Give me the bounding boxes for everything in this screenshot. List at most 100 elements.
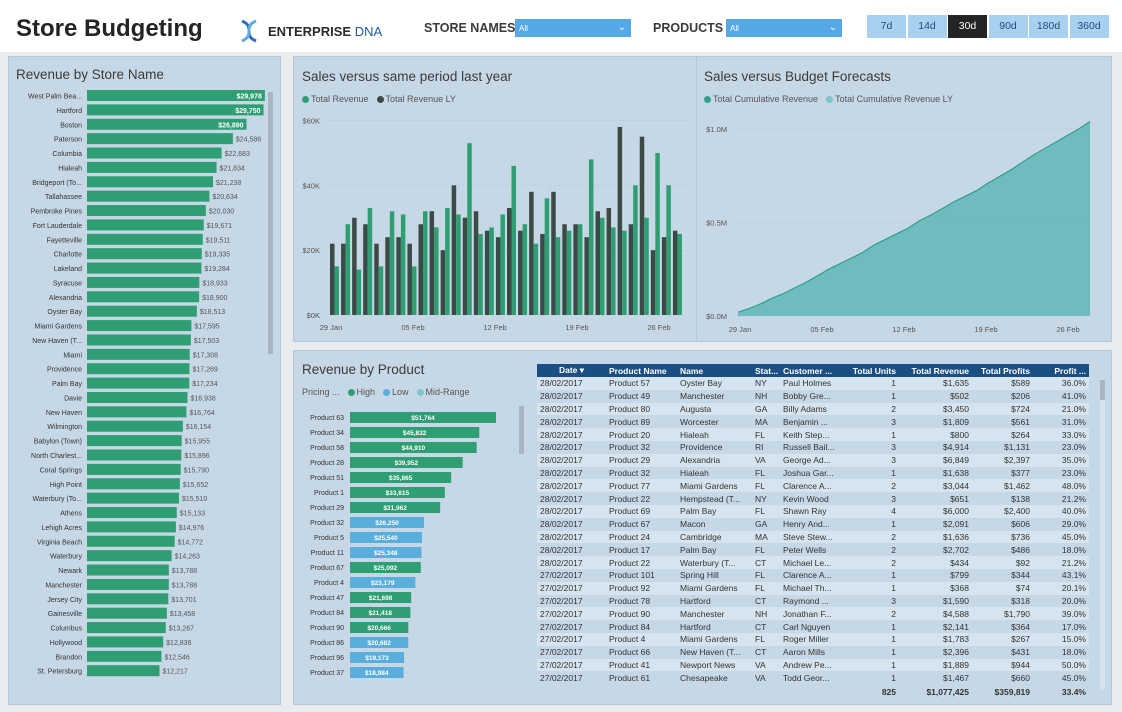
table-cell: $1,790 [1004, 608, 1030, 619]
period-button-7d[interactable]: 7d [867, 15, 906, 38]
column-header[interactable]: Total Profits [972, 364, 1033, 377]
column-header[interactable]: Profit ... [1033, 364, 1089, 377]
product-bar-value: $20,666 [367, 625, 391, 632]
product-bar-label: Product 90 [310, 625, 344, 632]
table-row[interactable]: 27/02/2017 Product 90 Manchester NH Jonathan… [537, 607, 1089, 621]
legend-item-cumulative-ly: Total Cumulative Revenue LY [826, 94, 953, 104]
table-row[interactable]: 27/02/2017 Product 92 Miami Gardens FL Micha… [537, 581, 1089, 595]
table-cell: $4,914 [943, 442, 969, 453]
store-bar-value: $29,978 [237, 94, 262, 101]
table-cell: 35.0% [1061, 455, 1086, 466]
table-cell: 27/02/2017 [540, 608, 583, 619]
product-bar-label: Product 67 [310, 565, 344, 572]
table-row[interactable]: 28/02/2017 Product 22 Hempstead (T... NY Kev… [537, 492, 1089, 505]
table-cell: $724 [1011, 403, 1030, 414]
column-header[interactable]: Stat... [752, 364, 780, 377]
sales-bar-revenue [400, 214, 406, 315]
table-cell: 27/02/2017 [540, 634, 583, 645]
store-bar [87, 363, 190, 375]
sales-bar-revenue [677, 233, 682, 315]
column-header[interactable]: Name [677, 364, 752, 377]
table-cell: $606 [1011, 519, 1030, 530]
column-header[interactable]: Date ▾ [537, 364, 606, 377]
table-cell: 28/02/2017 [540, 519, 583, 530]
chevron-down-icon: ⌄ [617, 22, 626, 33]
period-button-90d[interactable]: 90d [988, 15, 1028, 38]
table-row[interactable]: 27/02/2017 Product 66 New Haven (T... CT Aar… [537, 645, 1089, 659]
table-row[interactable]: 28/02/2017 Product 69 Palm Bay FL Shawn Ray 4… [537, 504, 1089, 518]
table-cell: 43.1% [1061, 570, 1086, 581]
budget-line-revenue [737, 120, 1091, 313]
column-header[interactable]: Product Name [606, 364, 677, 377]
product-bar-value: $31,962 [383, 505, 407, 512]
total-cell: $359,819 [972, 684, 1033, 701]
budget-y-tick: $0.0M [706, 312, 727, 321]
table-row[interactable]: 28/02/2017 Product 29 Alexandria VA George A… [537, 453, 1089, 467]
store-bar [87, 650, 162, 662]
sales-bar-revenue [489, 227, 494, 315]
table-row[interactable]: 27/02/2017 Product 4 Miami Gardens FL Roger … [537, 632, 1089, 646]
store-bar-label: Syracuse [53, 280, 82, 287]
column-header[interactable]: Total Revenue [899, 364, 972, 377]
period-button-30d[interactable]: 30d [948, 15, 987, 38]
table-row[interactable]: 28/02/2017 Product 32 Providence RI Russell … [537, 440, 1089, 454]
product-bar-label: Product 32 [310, 520, 344, 527]
column-header[interactable]: Customer ... [780, 364, 844, 377]
table-row[interactable]: 28/02/2017 Product 80 Augusta GA Billy Adams… [537, 402, 1089, 416]
table-cell: Providence [680, 442, 723, 453]
table-cell: 31.0% [1061, 416, 1086, 427]
table-cell: Benjamin ... [783, 416, 828, 427]
product-chart-scrollbar[interactable] [519, 406, 524, 454]
product-bar-value: $26,250 [375, 520, 399, 527]
table-scrollbar[interactable] [1100, 380, 1105, 400]
table-row[interactable]: 28/02/2017 Product 57 Oyster Bay NY Paul Hol… [537, 377, 1089, 390]
store-bar [87, 535, 175, 547]
table-cell: 28/02/2017 [540, 429, 583, 440]
table-row[interactable]: 28/02/2017 Product 49 Manchester NH Bobby Gr… [537, 389, 1089, 403]
table-cell: 41.0% [1061, 391, 1086, 402]
table-row[interactable]: 28/02/2017 Product 77 Miami Gardens FL Clare… [537, 479, 1089, 493]
table-row[interactable]: 28/02/2017 Product 24 Cambridge MA Steve Ste… [537, 530, 1089, 544]
table-cell: $944 [1011, 659, 1030, 670]
table-cell: Product 32 [609, 442, 651, 453]
table-row[interactable]: 28/02/2017 Product 89 Worcester MA Benjamin … [537, 415, 1089, 429]
store-bar-label: Babylon (Town) [34, 439, 82, 446]
dna-helix-icon [241, 19, 257, 43]
sales-vs-ly-chart: $0K $20K $40K $60K 29 Jan 05 Feb 12 Feb 19 Feb 2… [302, 116, 688, 332]
table-cell: Henry And... [783, 519, 830, 530]
table-cell: RI [755, 442, 764, 453]
table-row[interactable]: 28/02/2017 Product 32 Hialeah FL Joshua Gar.… [537, 466, 1089, 480]
products-dropdown[interactable]: All ⌄ [726, 19, 842, 37]
store-bar [87, 161, 217, 173]
table-cell: Cambridge [680, 531, 722, 542]
table-cell: Keith Step... [783, 429, 830, 440]
table-cell: 36.0% [1061, 378, 1086, 389]
table-cell: 1 [891, 519, 896, 530]
total-cell [537, 684, 606, 701]
table-cell: Product 67 [609, 519, 651, 530]
table-row[interactable]: 28/02/2017 Product 17 Palm Bay FL Peter Well… [537, 543, 1089, 557]
store-bar-value: $13,788 [172, 568, 197, 575]
store-chart-scrollbar[interactable] [268, 92, 273, 354]
table-cell: 28/02/2017 [540, 442, 583, 453]
table-row[interactable]: 27/02/2017 Product 41 Newport News VA Andrew… [537, 658, 1089, 672]
table-row[interactable]: 28/02/2017 Product 22 Waterbury (T... CT Mic… [537, 556, 1089, 569]
table-row[interactable]: 28/02/2017 Product 20 Hialeah FL Keith Step.… [537, 428, 1089, 441]
table-row[interactable]: 27/02/2017 Product 84 Hartford CT Carl Nguye… [537, 620, 1089, 633]
table-cell: 1 [891, 429, 896, 440]
period-button-360d[interactable]: 360d [1069, 15, 1109, 38]
table-cell: $1,462 [1004, 480, 1030, 491]
table-row[interactable]: 27/02/2017 Product 101 Spring Hill FL Claren… [537, 568, 1089, 582]
table-row[interactable]: 27/02/2017 Product 61 Chesapeake VA Todd Geo… [537, 671, 1089, 685]
period-button-180d[interactable]: 180d [1029, 15, 1068, 38]
sales-bar-revenue [411, 266, 417, 315]
table-row[interactable]: 27/02/2017 Product 78 Hartford CT Raymond ..… [537, 594, 1089, 608]
table-row[interactable]: 28/02/2017 Product 67 Macon GA Henry And... 1… [537, 517, 1089, 531]
period-button-14d[interactable]: 14d [907, 15, 947, 38]
legend-item-revenue: Total Revenue [302, 94, 369, 104]
column-header[interactable]: Total Units [844, 364, 899, 377]
product-bar-value: $20,682 [367, 640, 391, 647]
store-names-dropdown[interactable]: All ⌄ [515, 19, 631, 37]
store-bar-label: West Palm Bea... [28, 94, 82, 101]
store-bar-label: Alexandria [49, 295, 82, 302]
